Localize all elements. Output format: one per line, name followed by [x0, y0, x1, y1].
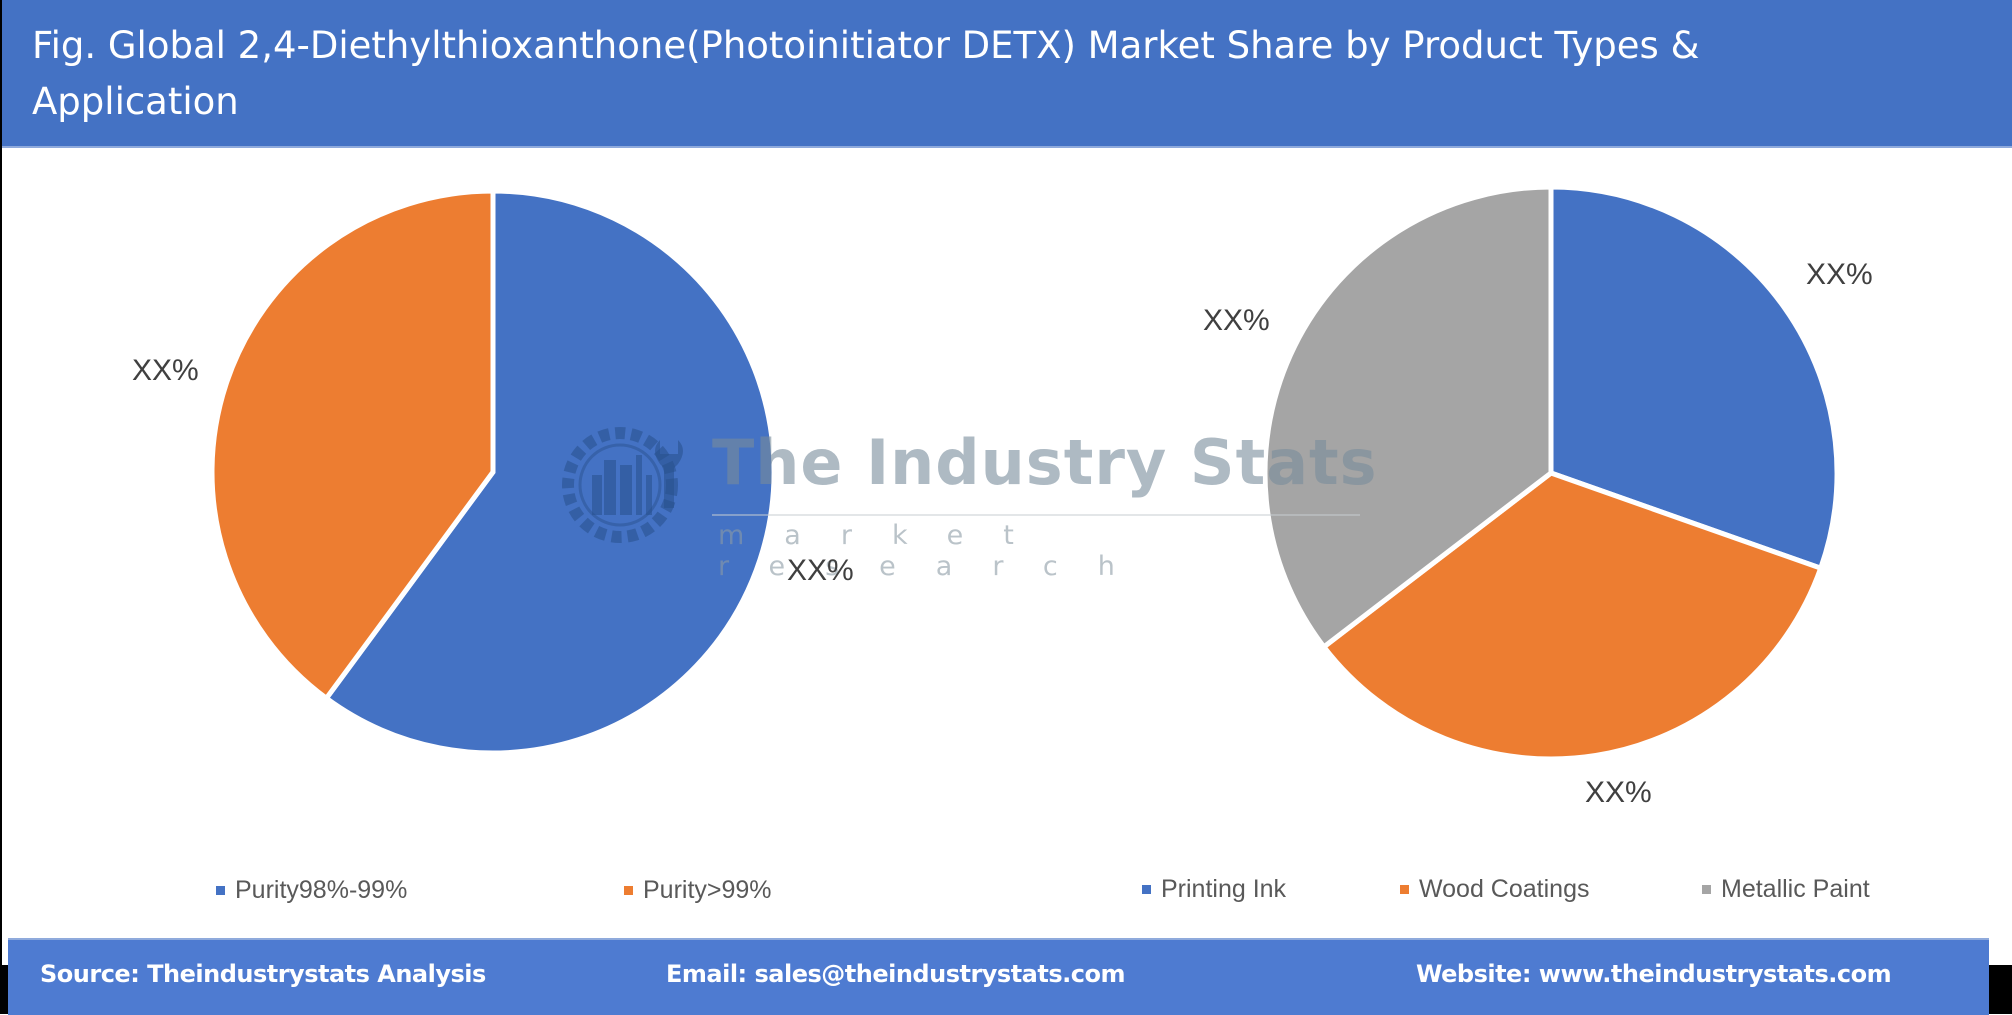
pie-slice-purity-99-: [209, 188, 496, 702]
legend-item-printing-ink: Printing Ink: [1142, 875, 1286, 904]
pie-chart-product-types: [209, 188, 777, 756]
header-banner: Fig. Global 2,4-Diethylthioxanthone(Phot…: [2, 0, 2012, 148]
legend-item-purity-98-99: Purity98%-99%: [216, 876, 407, 905]
legend-label: Wood Coatings: [1419, 875, 1590, 903]
footer-banner: Source: Theindustrystats Analysis Email:…: [8, 938, 1989, 1015]
left-border: [0, 0, 2, 1014]
pie-chart-application: [1262, 184, 1840, 762]
pie-slice-purity98-99-: [322, 188, 777, 756]
page-title: Fig. Global 2,4-Diethylthioxanthone(Phot…: [32, 24, 1700, 123]
pie-left-label-purity-gt-99: XX%: [132, 354, 199, 387]
footer-website: Website: www.theindustrystats.com: [1416, 960, 1892, 988]
pie-slice-wood-coatings: [1320, 470, 1824, 762]
legend-label: Purity>99%: [643, 876, 772, 904]
pie-slice-metallic-paint: [1262, 184, 1554, 651]
footer-email: Email: sales@theindustrystats.com: [666, 960, 1125, 988]
legend-swatch-orange-icon: [624, 886, 633, 895]
legend-item-purity-gt-99: Purity>99%: [624, 876, 772, 905]
footer-source: Source: Theindustrystats Analysis: [40, 960, 486, 988]
legend-swatch-blue-icon: [1142, 885, 1151, 894]
corner-fill: [1989, 965, 2012, 1014]
legend-label: Metallic Paint: [1721, 875, 1870, 903]
legend-swatch-blue-icon: [216, 886, 225, 895]
pie-right-label-printing-ink: XX%: [1806, 258, 1873, 291]
pie-right-label-wood-coatings: XX%: [1585, 776, 1652, 809]
legend-label: Purity98%-99%: [235, 876, 408, 904]
legend-swatch-gray-icon: [1702, 885, 1711, 894]
pie-left-label-purity-98-99: XX%: [787, 554, 854, 587]
corner-fill: [0, 965, 8, 1014]
pie-slice-printing-ink: [1548, 184, 1840, 572]
legend-item-metallic-paint: Metallic Paint: [1702, 875, 1870, 904]
legend-label: Printing Ink: [1161, 875, 1287, 903]
pie-right-label-metallic-paint: XX%: [1203, 304, 1270, 337]
legend-item-wood-coatings: Wood Coatings: [1400, 875, 1589, 904]
legend-swatch-orange-icon: [1400, 885, 1409, 894]
